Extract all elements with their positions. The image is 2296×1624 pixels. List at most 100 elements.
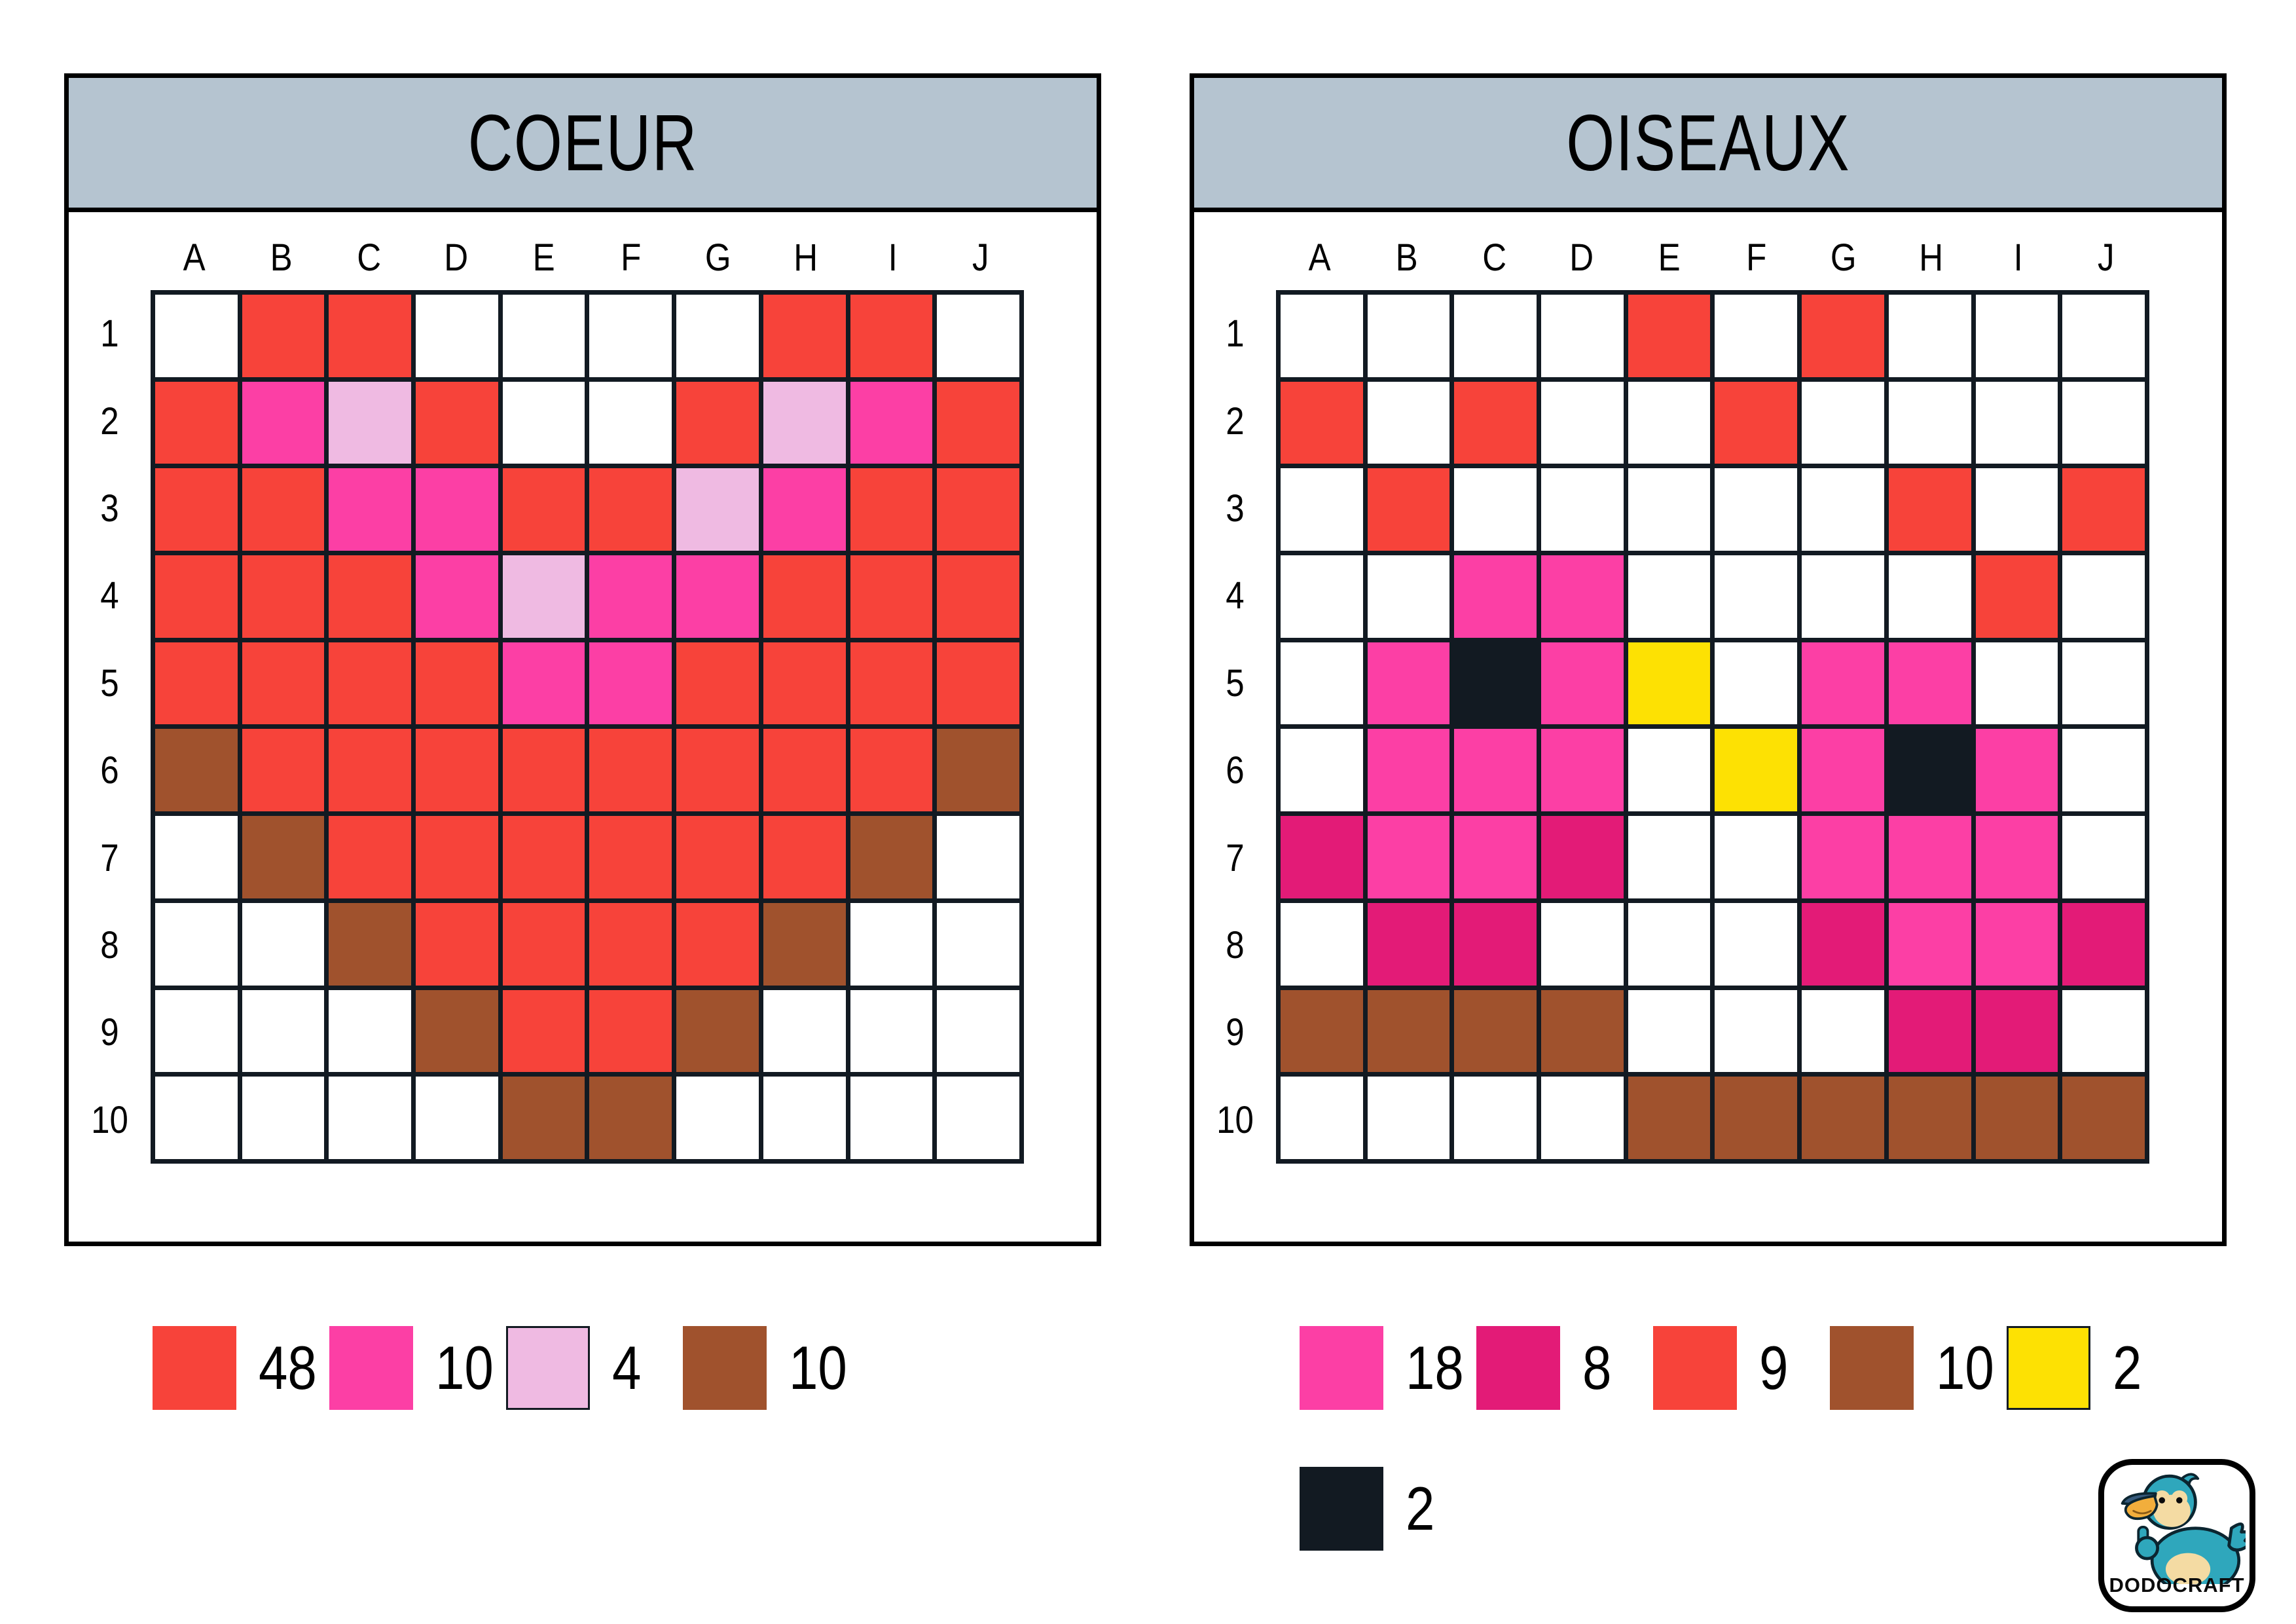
pixel-cell-B3-red — [242, 468, 325, 551]
pixel-cell-D5-red — [416, 642, 498, 725]
pixel-cell-B5-pink — [1367, 642, 1450, 725]
pixel-cell-F10-brown — [589, 1077, 672, 1159]
pixel-grid — [151, 290, 1024, 1164]
pixel-cell-B9-white — [242, 989, 325, 1073]
pixel-cell-E10-brown — [502, 1077, 585, 1159]
pixel-cell-E5-pink — [502, 642, 585, 725]
pixel-cell-C3-pink — [329, 468, 412, 551]
pixel-cell-F4-pink — [589, 555, 672, 638]
row-label: 8 — [100, 924, 119, 967]
column-label: F — [621, 236, 642, 279]
pixel-cell-D8-red — [416, 902, 498, 986]
pixel-cell-A7-white — [155, 816, 238, 898]
pixel-cell-H1-white — [1888, 295, 1971, 377]
pixel-cell-I5-white — [1975, 642, 2058, 725]
pixel-cell-F2-red — [1715, 381, 1798, 464]
row-label: 2 — [1226, 399, 1245, 443]
row-label: 7 — [100, 836, 119, 879]
pixel-cell-I10-white — [850, 1077, 933, 1159]
board-panel-oiseaux: OISEAUX A B C D E F G H I J 1 2 3 4 5 6 7 8 9 10 — [1190, 73, 2227, 1246]
legend-swatch-pink — [329, 1326, 413, 1410]
pixel-cell-C6-pink — [1454, 729, 1537, 812]
row-label: 3 — [100, 487, 119, 530]
pixel-cell-A9-white — [155, 989, 238, 1073]
pixel-cell-H6-black — [1888, 729, 1971, 812]
legend-count: 2 — [1406, 1474, 1435, 1543]
legend-item-red: 9 — [1653, 1326, 1830, 1410]
pixel-cell-J10-white — [937, 1077, 1019, 1159]
pixel-cell-H8-brown — [763, 902, 846, 986]
pixel-cell-J4-red — [937, 555, 1019, 638]
dodocraft-logo: DODOCRAFT — [2098, 1459, 2255, 1612]
pixel-cell-E5-yellow — [1628, 642, 1711, 725]
pixel-cell-E6-white — [1628, 729, 1711, 812]
pixel-cell-C4-pink — [1454, 555, 1537, 638]
pixel-cell-B7-pink — [1367, 816, 1450, 898]
pixel-cell-J7-white — [2062, 816, 2145, 898]
pixel-cell-D4-pink — [1541, 555, 1624, 638]
pixel-cell-B8-white — [242, 902, 325, 986]
pixel-cell-A9-brown — [1281, 989, 1363, 1073]
column-label: B — [1396, 236, 1419, 279]
column-label: H — [793, 236, 818, 279]
row-label: 1 — [100, 312, 119, 356]
legend-swatch-red — [1653, 1326, 1737, 1410]
pixel-cell-G6-red — [676, 729, 759, 812]
pixel-cell-H2-white — [1888, 381, 1971, 464]
board-panel-coeur: COEUR A B C D E F G H I J 1 2 3 4 5 6 7 8 9 10 — [64, 73, 1101, 1246]
legend-item-yellow: 2 — [2007, 1326, 2183, 1410]
pixel-cell-E8-red — [502, 902, 585, 986]
column-label: E — [1658, 236, 1681, 279]
pixel-cell-D3-pink — [416, 468, 498, 551]
pixel-cell-G7-pink — [1802, 816, 1884, 898]
pixel-cell-D9-brown — [1541, 989, 1624, 1073]
pixel-cell-G5-red — [676, 642, 759, 725]
pixel-cell-E1-red — [1628, 295, 1711, 377]
pixel-cell-H9-white — [763, 989, 846, 1073]
pixel-cell-C2-red — [1454, 381, 1537, 464]
pixel-cell-H5-red — [763, 642, 846, 725]
pixel-cell-B4-white — [1367, 555, 1450, 638]
pixel-cell-C8-brown — [329, 902, 412, 986]
pixel-cell-B7-brown — [242, 816, 325, 898]
pixel-cell-G2-red — [676, 381, 759, 464]
pixel-cell-C9-white — [329, 989, 412, 1073]
pixel-cell-J9-white — [2062, 989, 2145, 1073]
pixel-cell-B1-white — [1367, 295, 1450, 377]
column-label: G — [1831, 236, 1857, 279]
column-label: I — [2013, 236, 2024, 279]
legend-swatch-brown — [683, 1326, 767, 1410]
pixel-cell-H8-pink — [1888, 902, 1971, 986]
row-label: 10 — [91, 1098, 128, 1141]
pixel-cell-C5-red — [329, 642, 412, 725]
pixel-cell-F6-yellow — [1715, 729, 1798, 812]
legend-count: 10 — [1936, 1333, 1994, 1402]
pixel-cell-F8-red — [589, 902, 672, 986]
pixel-cell-J1-white — [937, 295, 1019, 377]
pixel-cell-A10-white — [155, 1077, 238, 1159]
pixel-cell-J2-white — [2062, 381, 2145, 464]
pixel-cell-I2-white — [1975, 381, 2058, 464]
column-label: C — [357, 236, 381, 279]
pixel-cell-C8-dark-pink — [1454, 902, 1537, 986]
pixel-cell-G4-white — [1802, 555, 1884, 638]
row-label: 5 — [1226, 661, 1245, 705]
pixel-cell-D7-red — [416, 816, 498, 898]
pixel-cell-J2-red — [937, 381, 1019, 464]
pixel-cell-D7-dark-pink — [1541, 816, 1624, 898]
pixel-cell-C10-white — [1454, 1077, 1537, 1159]
pixel-cell-F4-white — [1715, 555, 1798, 638]
pixel-cell-G8-dark-pink — [1802, 902, 1884, 986]
pixel-cell-F7-red — [589, 816, 672, 898]
pixel-cell-F2-white — [589, 381, 672, 464]
pixel-cell-I6-red — [850, 729, 933, 812]
pixel-cell-J7-white — [937, 816, 1019, 898]
pixel-cell-D2-red — [416, 381, 498, 464]
pixel-cell-I5-red — [850, 642, 933, 725]
legend-item-black: 2 — [1300, 1467, 1476, 1551]
column-label: A — [183, 236, 206, 279]
pixel-cell-E10-brown — [1628, 1077, 1711, 1159]
pixel-cell-I1-white — [1975, 295, 2058, 377]
pixel-cell-B2-pink — [242, 381, 325, 464]
pixel-cell-F5-white — [1715, 642, 1798, 725]
